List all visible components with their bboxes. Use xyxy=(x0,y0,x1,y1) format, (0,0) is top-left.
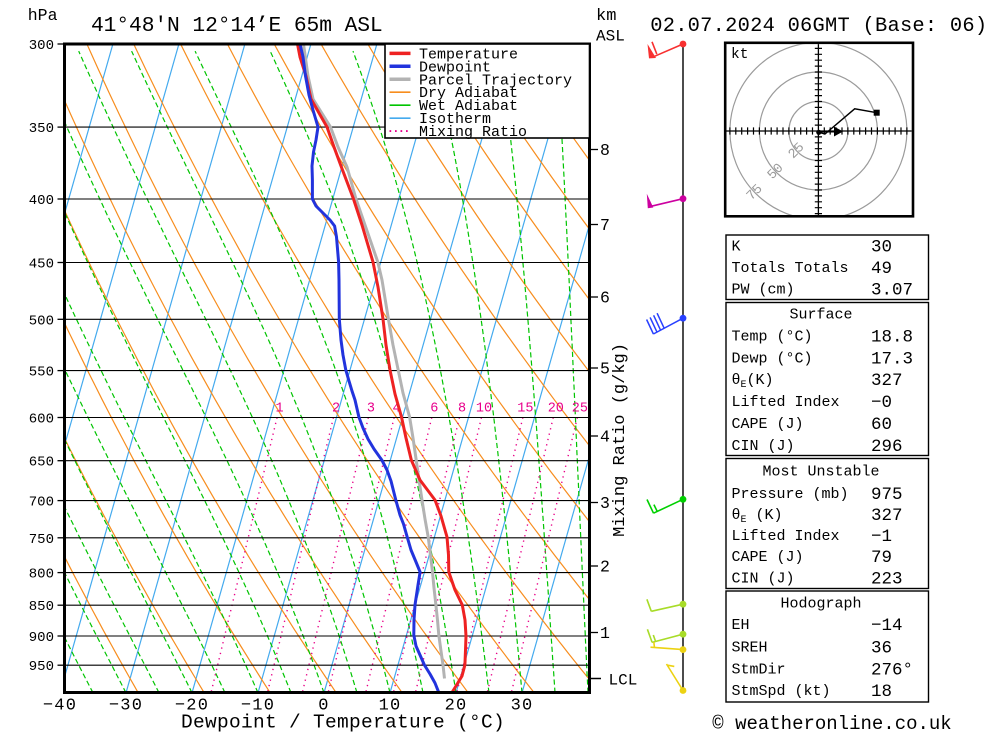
svg-text:3: 3 xyxy=(600,494,610,513)
svg-text:−20: −20 xyxy=(175,697,209,716)
svg-text:18.8: 18.8 xyxy=(871,327,913,347)
svg-text:Wet Adiabat: Wet Adiabat xyxy=(419,98,518,115)
svg-text:kt: kt xyxy=(731,47,748,63)
svg-text:20: 20 xyxy=(445,697,468,716)
svg-text:350: 350 xyxy=(29,121,54,137)
svg-text:CAPE (J): CAPE (J) xyxy=(732,549,804,566)
svg-text:Pressure (mb): Pressure (mb) xyxy=(732,486,849,503)
svg-text:CAPE (J): CAPE (J) xyxy=(732,416,804,433)
svg-text:41°48'N 12°14’E 65m ASL: 41°48'N 12°14’E 65m ASL xyxy=(91,14,383,38)
svg-text:LCL: LCL xyxy=(609,672,638,690)
svg-text:−30: −30 xyxy=(109,697,143,716)
svg-text:327: 327 xyxy=(871,371,903,391)
svg-text:Mixing Ratio (g/kg): Mixing Ratio (g/kg) xyxy=(611,343,630,537)
svg-text:km: km xyxy=(596,7,616,26)
svg-text:ASL: ASL xyxy=(596,28,625,46)
svg-text:5: 5 xyxy=(600,360,610,379)
svg-text:6: 6 xyxy=(430,402,438,417)
svg-text:30: 30 xyxy=(871,238,892,258)
svg-text:Temp (°C): Temp (°C) xyxy=(732,328,813,345)
svg-text:2: 2 xyxy=(600,558,610,577)
svg-text:79: 79 xyxy=(871,548,892,568)
svg-text:223: 223 xyxy=(871,569,903,589)
svg-text:Temperature: Temperature xyxy=(419,46,518,63)
svg-text:−10: −10 xyxy=(241,697,275,716)
svg-text:Most Unstable: Most Unstable xyxy=(762,464,879,481)
svg-text:276°: 276° xyxy=(871,661,913,681)
svg-text:327: 327 xyxy=(871,506,903,526)
svg-text:CIN (J): CIN (J) xyxy=(732,438,795,455)
svg-text:60: 60 xyxy=(871,415,892,435)
svg-text:Totals Totals: Totals Totals xyxy=(732,260,849,277)
svg-text:PW (cm): PW (cm) xyxy=(732,282,795,299)
svg-text:750: 750 xyxy=(29,532,54,548)
svg-text:02.07.2024 06GMT (Base: 06): 02.07.2024 06GMT (Base: 06) xyxy=(650,15,987,38)
svg-text:−40: −40 xyxy=(43,697,77,716)
svg-text:400: 400 xyxy=(29,193,54,209)
svg-text:15: 15 xyxy=(517,402,533,417)
svg-text:Dewp (°C): Dewp (°C) xyxy=(732,350,813,367)
svg-text:700: 700 xyxy=(29,495,54,511)
svg-text:20: 20 xyxy=(548,402,564,417)
svg-text:30: 30 xyxy=(511,697,534,716)
svg-text:EH: EH xyxy=(732,617,750,634)
svg-text:Isotherm: Isotherm xyxy=(419,111,491,128)
svg-text:θE(K): θE(K) xyxy=(732,372,774,391)
svg-text:0: 0 xyxy=(318,697,329,716)
svg-text:Parcel Trajectory: Parcel Trajectory xyxy=(419,72,572,89)
svg-text:Surface: Surface xyxy=(789,307,852,324)
svg-text:850: 850 xyxy=(29,599,54,615)
svg-text:2: 2 xyxy=(332,402,340,417)
svg-text:800: 800 xyxy=(29,567,54,583)
svg-text:7: 7 xyxy=(600,216,610,235)
svg-text:3: 3 xyxy=(367,402,375,417)
svg-text:18: 18 xyxy=(871,682,892,702)
svg-text:17.3: 17.3 xyxy=(871,349,913,369)
svg-text:4: 4 xyxy=(600,428,610,447)
svg-text:StmSpd (kt): StmSpd (kt) xyxy=(732,683,831,700)
svg-text:10: 10 xyxy=(379,697,402,716)
svg-text:−1: −1 xyxy=(871,527,892,547)
svg-text:49: 49 xyxy=(871,259,892,279)
svg-text:Dewpoint: Dewpoint xyxy=(419,59,491,76)
svg-text:Lifted Index: Lifted Index xyxy=(732,528,840,545)
svg-text:8: 8 xyxy=(600,141,610,160)
svg-text:Hodograph: Hodograph xyxy=(780,596,861,613)
svg-text:4: 4 xyxy=(393,402,401,417)
svg-text:950: 950 xyxy=(29,659,54,675)
svg-text:600: 600 xyxy=(29,412,54,428)
svg-text:Lifted Index: Lifted Index xyxy=(732,394,840,411)
svg-text:−0: −0 xyxy=(871,393,892,413)
svg-text:StmDir: StmDir xyxy=(732,662,786,679)
svg-text:550: 550 xyxy=(29,365,54,381)
svg-text:25: 25 xyxy=(572,402,588,417)
svg-text:6: 6 xyxy=(600,289,610,308)
svg-text:650: 650 xyxy=(29,455,54,471)
svg-text:hPa: hPa xyxy=(28,6,58,25)
svg-text:1: 1 xyxy=(275,402,283,417)
svg-text:300: 300 xyxy=(29,38,54,54)
svg-text:10: 10 xyxy=(476,402,492,417)
svg-text:3.07: 3.07 xyxy=(871,281,913,301)
svg-text:1: 1 xyxy=(600,624,610,643)
svg-text:975: 975 xyxy=(871,485,903,505)
svg-text:450: 450 xyxy=(29,257,54,273)
svg-text:θE (K): θE (K) xyxy=(732,507,783,526)
svg-text:8: 8 xyxy=(458,402,466,417)
svg-text:Dewpoint / Temperature (°C): Dewpoint / Temperature (°C) xyxy=(181,712,505,733)
svg-text:K: K xyxy=(732,239,741,256)
svg-text:500: 500 xyxy=(29,313,54,329)
svg-text:36: 36 xyxy=(871,638,892,658)
svg-text:−14: −14 xyxy=(871,616,903,636)
svg-text:SREH: SREH xyxy=(732,639,768,656)
svg-text:CIN (J): CIN (J) xyxy=(732,570,795,587)
svg-text:296: 296 xyxy=(871,437,903,457)
svg-text:Mixing Ratio: Mixing Ratio xyxy=(419,124,527,141)
svg-text:900: 900 xyxy=(29,630,54,646)
svg-text:Dry Adiabat: Dry Adiabat xyxy=(419,85,518,102)
svg-text:© weatheronline.co.uk: © weatheronline.co.uk xyxy=(712,713,951,733)
